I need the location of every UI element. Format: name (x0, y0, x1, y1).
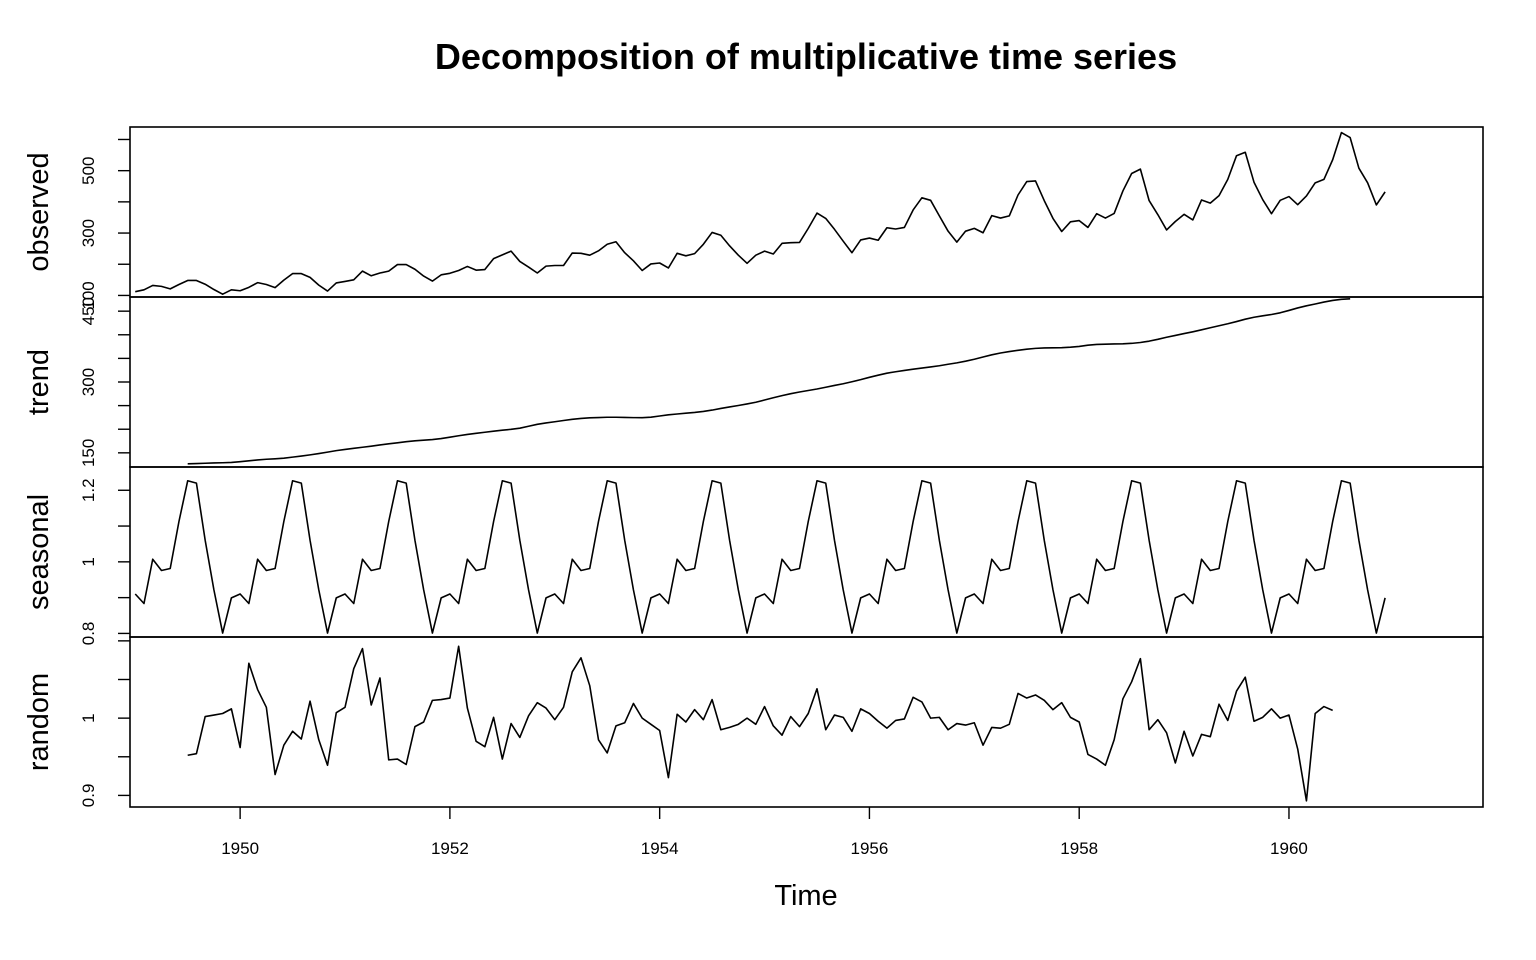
y-tick-label: 1.2 (79, 478, 98, 502)
y-tick-label: 1 (79, 713, 98, 722)
series-line-random (187, 645, 1333, 802)
panel-frame-observed (129, 126, 1484, 298)
panel-frame-trend (129, 296, 1484, 468)
x-tick-label: 1950 (221, 839, 259, 858)
panel-trend: 150 300 450 trend (23, 296, 1484, 468)
panel-label-observed: observed (23, 152, 55, 271)
y-tick-label: 300 (79, 368, 98, 396)
y-tick-label: 450 (79, 297, 98, 325)
panel-random: 0.9 1 random (23, 636, 1484, 808)
x-tick-label: 1960 (1270, 839, 1308, 858)
panel-label-seasonal: seasonal (23, 494, 55, 610)
x-tick-label: 1952 (431, 839, 469, 858)
panel-seasonal: 0.8 1 1.2 seasonal (23, 466, 1484, 646)
y-tick-label: 100 (79, 281, 98, 309)
y-tick-label: 1 (79, 557, 98, 566)
panel-frame-random (129, 636, 1484, 808)
x-tick-label: 1956 (851, 839, 889, 858)
series-line-trend (187, 297, 1351, 465)
chart-title: Decomposition of multiplicative time ser… (435, 36, 1177, 77)
x-axis-label: Time (774, 880, 837, 912)
x-tick-label: 1954 (641, 839, 679, 858)
series-line-observed (135, 131, 1386, 295)
y-tick-label: 0.9 (79, 784, 98, 808)
panel-label-random: random (23, 673, 55, 771)
y-tick-label: 500 (79, 156, 98, 184)
panel-label-trend: trend (23, 349, 55, 415)
series-line-seasonal (134, 479, 1386, 634)
y-tick-label: 300 (79, 219, 98, 247)
y-tick-label: 150 (79, 439, 98, 467)
panel-observed: 100 300 500 observed (23, 126, 1484, 310)
x-tick-label: 1958 (1060, 839, 1098, 858)
y-tick-label: 0.8 (79, 622, 98, 646)
